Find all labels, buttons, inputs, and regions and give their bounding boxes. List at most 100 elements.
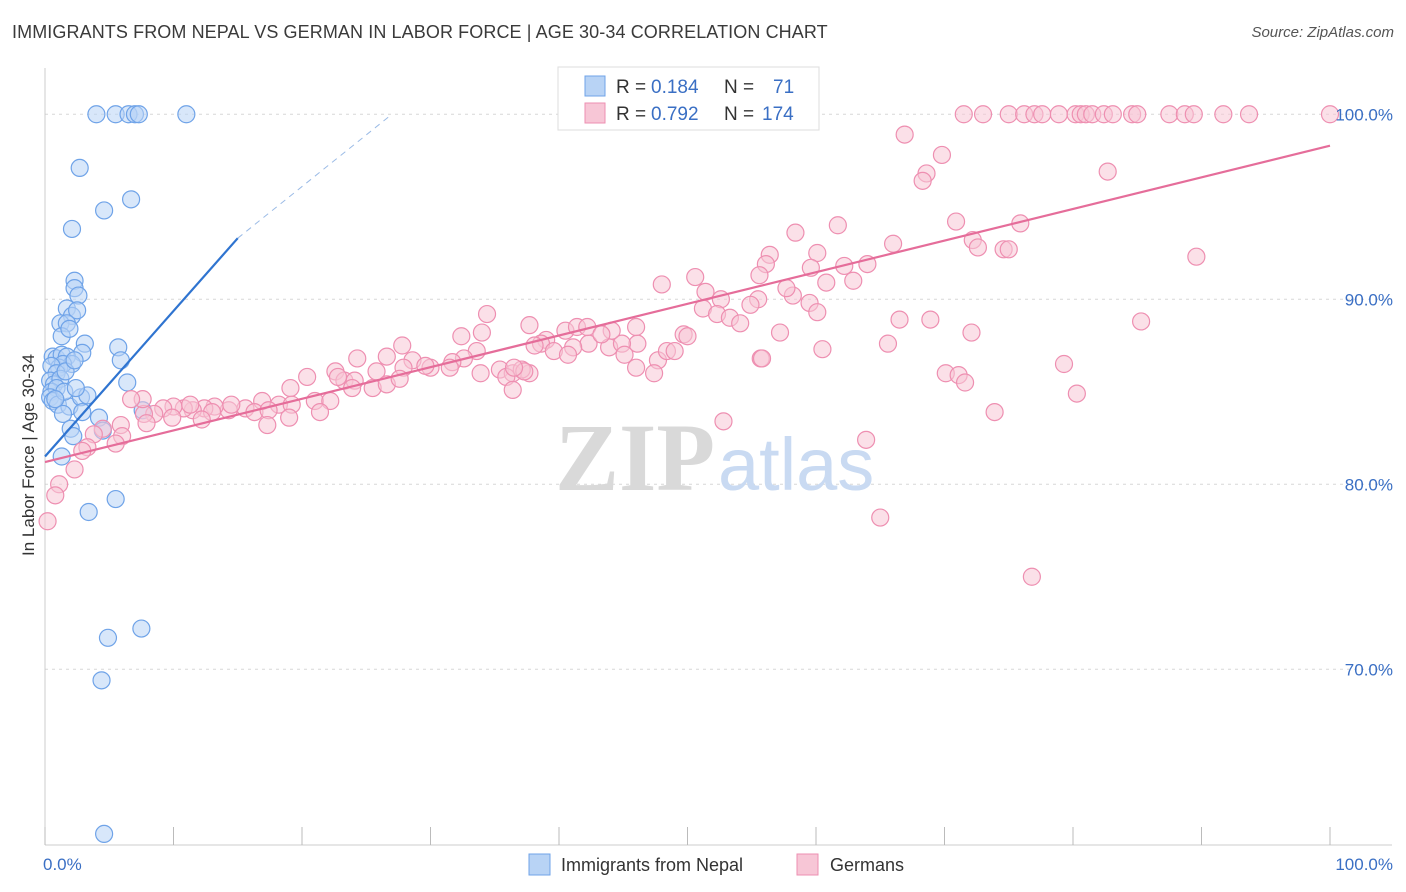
german-point	[328, 367, 348, 387]
x-tick-label-left: 0.0%	[43, 855, 82, 874]
x-tick-label-right: 100.0%	[1335, 855, 1393, 874]
nepal-point	[66, 378, 85, 398]
german-point	[1214, 105, 1233, 124]
nepal-point	[132, 619, 151, 638]
german-point	[678, 327, 697, 346]
german-point	[844, 271, 863, 290]
german-point	[310, 403, 330, 422]
nepal-point	[129, 105, 148, 124]
nepal-point	[65, 351, 84, 370]
legend-r-value-germans: 0.792	[651, 104, 699, 125]
german-point	[665, 341, 684, 361]
german-point	[503, 380, 522, 399]
german-point	[777, 279, 796, 298]
german-point	[1103, 105, 1122, 124]
german-point	[558, 345, 578, 364]
bottom-legend-label-nepal: Immigrants from Nepal	[561, 855, 743, 875]
german-point	[280, 408, 299, 427]
german-point	[1128, 105, 1147, 124]
nepal-point	[79, 502, 98, 522]
nepal-point	[92, 671, 111, 690]
nepal-point	[68, 301, 87, 320]
german-point	[731, 314, 750, 333]
nepal-point	[95, 824, 114, 844]
german-point	[946, 212, 966, 231]
nepal-point	[70, 158, 89, 177]
german-point	[1054, 354, 1074, 374]
german-point	[472, 323, 491, 342]
bottom-legend-swatch-germans	[796, 853, 819, 876]
german-point	[954, 105, 973, 124]
bottom-legend: Immigrants from Nepal Germans	[528, 853, 904, 876]
nepal-point	[118, 373, 137, 392]
nepal-point	[111, 351, 130, 370]
german-point	[65, 460, 84, 479]
y-tick-labels: 100.0% 90.0% 80.0% 70.0%	[1335, 105, 1393, 679]
german-point	[163, 408, 182, 427]
german-point	[520, 316, 539, 335]
german-point	[686, 267, 705, 287]
y-axis-title: In Labor Force | Age 30-34	[19, 354, 38, 556]
german-point	[883, 234, 903, 253]
german-point	[38, 512, 57, 531]
german-point	[752, 349, 772, 368]
german-point	[477, 304, 497, 324]
grid-lines	[45, 113, 1392, 670]
watermark-zip: ZIP	[555, 404, 715, 511]
legend-n-label-germans: N =	[724, 104, 754, 125]
german-point	[222, 395, 241, 414]
german-point	[750, 266, 769, 285]
nepal-point	[121, 190, 141, 209]
trend-line-nepal-extension	[237, 113, 393, 239]
german-point	[968, 238, 988, 257]
trend-layer	[44, 113, 1331, 464]
german-point	[626, 317, 646, 337]
legend-r-label-germans: R =	[616, 104, 646, 125]
series-germans	[38, 105, 1340, 586]
german-point	[1132, 312, 1151, 331]
bottom-legend-label-germans: Germans	[830, 855, 904, 875]
trend-line-nepal	[44, 237, 239, 458]
german-point	[1049, 105, 1068, 124]
legend-r-value-nepal: 0.184	[651, 77, 699, 98]
nepal-point	[60, 319, 79, 338]
german-point	[592, 325, 611, 344]
german-point	[258, 415, 277, 435]
german-point	[1033, 105, 1052, 124]
german-point	[1184, 105, 1203, 124]
legend-n-label-nepal: N =	[724, 77, 754, 98]
german-point	[962, 323, 981, 342]
legend: R = 0.184 N = 71 R = 0.792 N = 174	[557, 66, 820, 131]
german-point	[348, 349, 367, 368]
german-point	[932, 145, 952, 165]
german-point	[955, 373, 975, 392]
german-point	[913, 171, 932, 190]
y-tick-label: 90.0%	[1345, 290, 1393, 309]
german-point	[46, 486, 65, 505]
german-point	[999, 240, 1018, 259]
legend-r-label-nepal: R =	[616, 77, 646, 98]
bottom-legend-swatch-nepal	[528, 853, 551, 876]
german-point	[808, 303, 827, 322]
german-point	[452, 327, 471, 346]
german-point	[714, 412, 733, 431]
legend-swatch-germans	[584, 102, 606, 124]
y-tick-label: 100.0%	[1335, 105, 1393, 124]
german-point	[393, 336, 412, 355]
german-point	[741, 295, 760, 314]
y-tick-label: 80.0%	[1345, 475, 1393, 494]
german-point	[857, 430, 876, 449]
nepal-point	[53, 404, 73, 424]
german-point	[786, 223, 805, 242]
nepal-point	[64, 427, 83, 446]
nepal-point	[87, 105, 106, 124]
german-point	[973, 105, 993, 124]
german-point	[504, 358, 524, 377]
german-point	[615, 345, 634, 364]
chart-title: IMMIGRANTS FROM NEPAL VS GERMAN IN LABOR…	[12, 22, 828, 42]
german-point	[921, 310, 940, 329]
nepal-point	[106, 489, 125, 509]
german-point	[121, 390, 141, 409]
german-point	[1320, 105, 1340, 124]
